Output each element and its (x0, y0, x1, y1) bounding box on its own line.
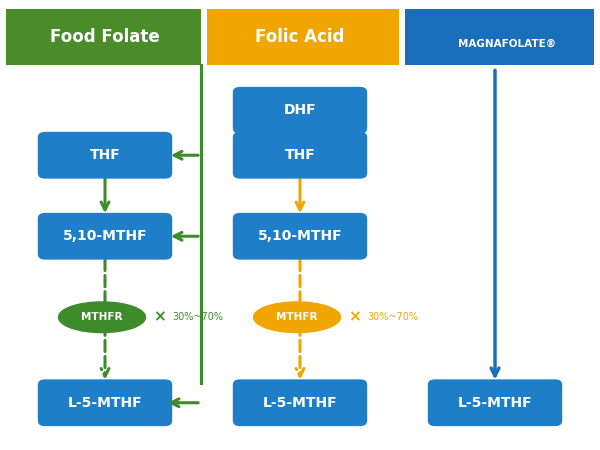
FancyBboxPatch shape (233, 379, 367, 426)
Text: L-5-MTHF: L-5-MTHF (458, 396, 532, 410)
Text: 5,10-MTHF: 5,10-MTHF (257, 229, 343, 243)
Text: ×: × (347, 310, 361, 325)
Text: MTHFR: MTHFR (276, 312, 318, 322)
FancyBboxPatch shape (38, 213, 172, 260)
FancyBboxPatch shape (38, 379, 172, 426)
FancyBboxPatch shape (6, 9, 201, 65)
Text: L-5-MTHF: L-5-MTHF (68, 396, 142, 410)
FancyBboxPatch shape (233, 87, 367, 134)
FancyBboxPatch shape (207, 9, 399, 65)
Text: L-5-MTHF: L-5-MTHF (263, 396, 337, 410)
FancyBboxPatch shape (233, 213, 367, 260)
Text: DHF: DHF (284, 103, 316, 117)
Text: 30%~70%: 30%~70% (173, 312, 223, 322)
Text: MTHFR: MTHFR (81, 312, 123, 322)
Text: MAGNAFOLATE®: MAGNAFOLATE® (458, 39, 556, 49)
Text: Folic Acid: Folic Acid (256, 28, 344, 46)
Ellipse shape (58, 302, 146, 333)
FancyBboxPatch shape (428, 379, 562, 426)
Text: ×: × (152, 310, 166, 325)
FancyBboxPatch shape (405, 9, 594, 65)
Ellipse shape (254, 302, 341, 333)
FancyBboxPatch shape (38, 132, 172, 179)
Text: 5,10-MTHF: 5,10-MTHF (62, 229, 148, 243)
Text: 30%~70%: 30%~70% (367, 312, 419, 322)
Text: Food Folate: Food Folate (50, 28, 160, 46)
FancyBboxPatch shape (233, 132, 367, 179)
Text: THF: THF (284, 148, 316, 162)
Text: THF: THF (89, 148, 121, 162)
